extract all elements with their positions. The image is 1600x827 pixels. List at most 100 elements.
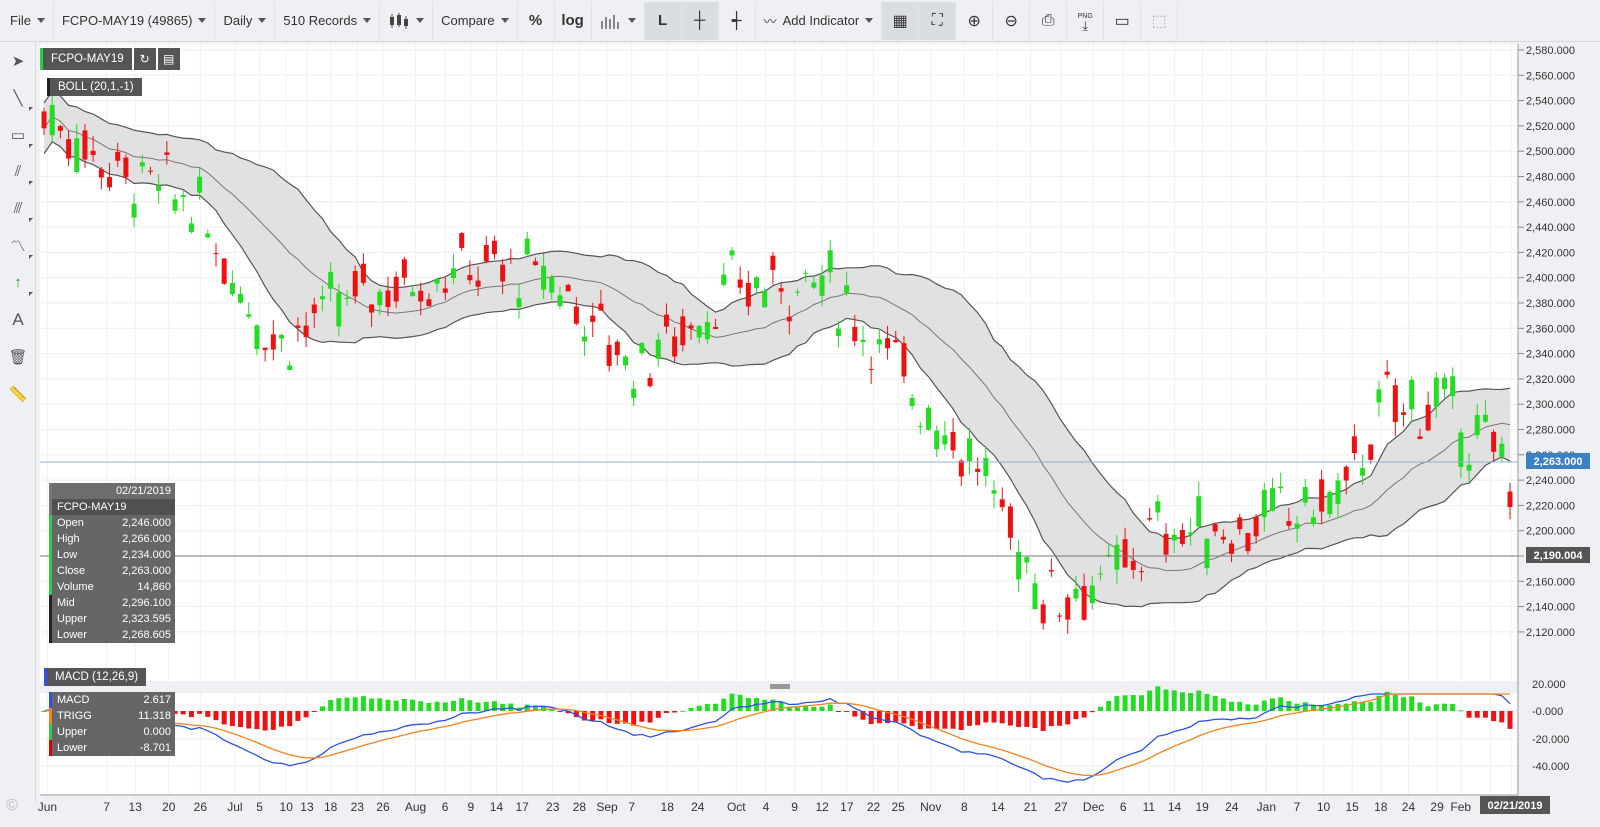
- info-label: Volume: [57, 580, 94, 593]
- chart-type-select[interactable]: [380, 1, 434, 40]
- candle-body: [131, 203, 137, 218]
- info-label: Lower: [57, 628, 87, 641]
- interval-select[interactable]: Daily: [215, 1, 276, 40]
- macd-tick-label: -20.000: [1532, 734, 1569, 746]
- candle-body: [975, 468, 981, 472]
- print-button[interactable]: ⎙: [1030, 1, 1068, 40]
- rectangle-tool[interactable]: ▭: [0, 116, 36, 153]
- symbol-select[interactable]: FCPO-MAY19 (49865): [54, 1, 216, 40]
- boll-tag[interactable]: BOLL (20,1,-1): [47, 78, 142, 96]
- macd-bar: [385, 699, 391, 711]
- info-value: 2,323.595: [122, 612, 171, 625]
- macd-overlay[interactable]: MACD (12,26,9): [44, 667, 147, 686]
- pattern-tool[interactable]: 〽: [0, 227, 36, 264]
- chart-area[interactable]: 2,580.000 2,560.000 2,540.000 2,520.000 2,50…: [0, 42, 1600, 827]
- candle-body: [631, 388, 637, 398]
- ruler-tool[interactable]: 📏: [0, 375, 36, 412]
- png-download-button[interactable]: PNG ⤓: [1067, 1, 1105, 40]
- macd-bar: [794, 707, 800, 711]
- date-tick-label: 14: [1168, 800, 1182, 814]
- info-value: 2,246.000: [122, 516, 171, 529]
- macd-bar: [344, 697, 350, 711]
- log-button[interactable]: log: [555, 1, 592, 40]
- grid-icon: ▦: [892, 12, 908, 30]
- candle-body: [229, 283, 235, 295]
- macd-bar: [696, 705, 702, 711]
- text-tool[interactable]: A: [0, 301, 36, 338]
- compare-button[interactable]: Compare: [433, 1, 518, 40]
- price-tick-label: 2,140.000: [1526, 602, 1575, 614]
- pitchfork-tool[interactable]: ⫽: [0, 153, 36, 190]
- delete-drawings-button[interactable]: 🗑: [0, 338, 36, 375]
- candle-body: [729, 250, 735, 256]
- candle-body: [246, 314, 252, 317]
- calendar-icon[interactable]: ▤: [157, 48, 180, 70]
- info-value: -8.701: [139, 741, 171, 754]
- candle-body: [844, 285, 850, 293]
- date-tick-label: 28: [573, 800, 587, 814]
- candle-body: [819, 275, 825, 296]
- volume-select[interactable]: [592, 1, 645, 40]
- zoom-out-button[interactable]: ⊖: [993, 1, 1031, 40]
- macd-bar: [770, 699, 776, 711]
- candle-body: [786, 316, 792, 322]
- macd-bar: [1491, 711, 1497, 722]
- candle-body: [336, 292, 342, 327]
- price-axis[interactable]: 2,580.000 2,560.000 2,540.000 2,520.000 2,50…: [1517, 44, 1575, 795]
- candle-body: [713, 326, 719, 329]
- candle-body: [1122, 539, 1128, 568]
- symbol-tag[interactable]: FCPO-MAY19: [40, 48, 132, 70]
- panel-resize-handle[interactable]: [770, 684, 790, 689]
- chevron-down-icon: [258, 18, 267, 23]
- candle-body: [852, 326, 858, 342]
- zoom-in-button[interactable]: ⊕: [956, 1, 994, 40]
- file-menu[interactable]: File: [2, 1, 54, 40]
- channel-tool[interactable]: ⫻: [0, 190, 36, 227]
- fullscreen-button[interactable]: ⛶: [919, 1, 957, 40]
- macd-bar: [1007, 711, 1013, 726]
- crosshair-button[interactable]: ┼: [681, 1, 719, 40]
- macd-info-row-upper: Upper 0.000: [49, 723, 175, 740]
- macd-bar: [426, 703, 432, 711]
- macd-bar: [1196, 690, 1202, 711]
- candle-body: [672, 336, 678, 357]
- chevron-down-icon: [865, 18, 874, 23]
- price-tick-label: 2,480.000: [1526, 172, 1575, 184]
- candle-body: [1212, 524, 1218, 532]
- candle-body: [794, 291, 800, 293]
- cursor-mode-button[interactable]: L: [644, 1, 682, 40]
- macd-bar: [803, 706, 809, 711]
- candle-body: [442, 288, 448, 293]
- arrow-tool[interactable]: ↑: [0, 264, 36, 301]
- line-tool[interactable]: ╲: [0, 79, 36, 116]
- date-tick-label: 6: [1120, 800, 1127, 814]
- price-info-box: 02/21/2019 FCPO-MAY19 Open 2,246.000 High 2…: [49, 483, 175, 643]
- pointer-icon: ➤: [11, 52, 25, 70]
- candle-body: [991, 490, 997, 494]
- candle-body: [1155, 501, 1161, 513]
- date-tick-label: Nov: [920, 800, 941, 814]
- macd-tag[interactable]: MACD (12,26,9): [44, 668, 147, 686]
- grid-toggle[interactable]: ▦: [882, 1, 920, 40]
- candle-body: [999, 499, 1005, 508]
- chart-snapshot-button[interactable]: ⬚: [1141, 1, 1179, 40]
- bollinger-mid-line: [43, 115, 1511, 572]
- macd-bar: [205, 711, 211, 717]
- date-axis[interactable]: Jun 7 13 20 26 Jul 5 10 13 18 23 26 Aug 6 9 14 17 23 28 Sep…: [38, 794, 1518, 814]
- add-indicator-button[interactable]: 〰 Add Indicator: [756, 1, 883, 40]
- crosshair-snap-button[interactable]: ┽: [719, 1, 756, 40]
- boll-overlay[interactable]: BOLL (20,1,-1): [47, 77, 142, 96]
- refresh-icon[interactable]: ↻: [133, 48, 156, 70]
- layout-button[interactable]: ▭: [1104, 1, 1142, 40]
- macd-line: [43, 693, 1511, 783]
- percent-button[interactable]: %: [518, 1, 555, 40]
- records-select[interactable]: 510 Records: [275, 1, 381, 40]
- price-tick-label: 2,300.000: [1526, 399, 1575, 411]
- price-tick-label: 2,220.000: [1526, 500, 1575, 512]
- macd-bar: [360, 696, 366, 711]
- pointer-tool[interactable]: ➤: [0, 42, 36, 79]
- candle-body: [1474, 414, 1480, 436]
- macd-bar: [1163, 689, 1169, 711]
- macd-bar: [311, 711, 317, 712]
- candle-body: [238, 293, 244, 303]
